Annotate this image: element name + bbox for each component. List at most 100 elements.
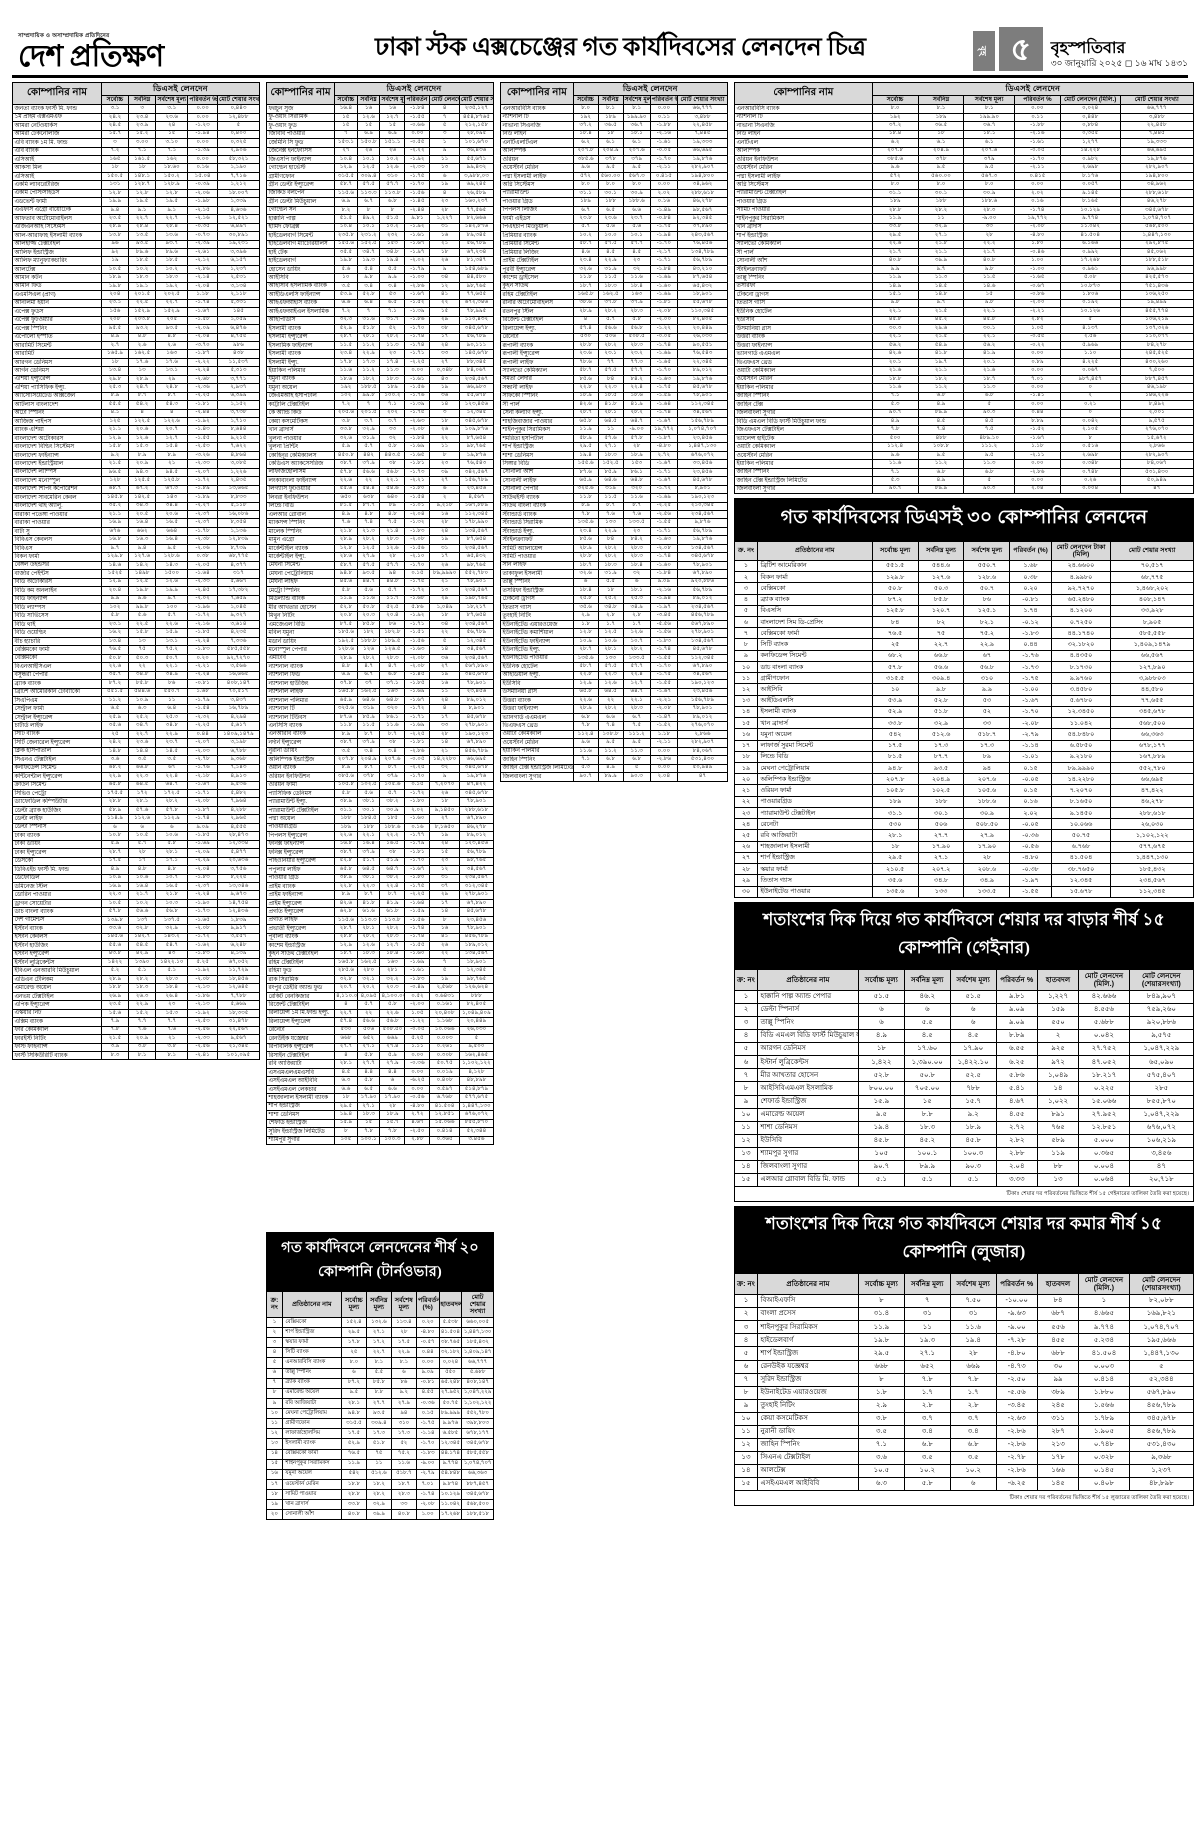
row-serial: ৭ (734, 627, 758, 640)
company-name: প্রগতি ইন্স্যুরেন্স (265, 907, 336, 917)
cell-6: ২৮৭ (1036, 1424, 1080, 1439)
company-name: খুলনা পাওয়ার (265, 433, 336, 444)
company-name: বেক্সিমকো (756, 582, 873, 595)
table-row: প্রাইম টেক্সটাইল ২৩.৪ ২২.৯ ২৩ -১.৭১ ৫৬,৭৮৯ (500, 256, 728, 266)
table-row: মেঘনা সিমেন্ট ৫৮.৭ ৫৭.৫ ৫৭.৭ -১.৭০ ২৬ ৯৮,৭৬৫ (265, 560, 495, 571)
table-row: কোহিনূর কেমিক্যালস ৪৫০.৮ ৪৪২ ৪৪৩.৫ -১.৬৫ ৮ ১৯,… (265, 450, 495, 461)
cell-4: -১.৬৯ (649, 273, 679, 283)
cell-5: ৩৬ (429, 653, 460, 664)
company-name: জিবিবি পাওয়ার (265, 129, 336, 140)
cell-2: ২১.৫ (917, 332, 965, 342)
cell-4: -২.১১ (1013, 163, 1061, 173)
cell-4: -০.০৫ (404, 1025, 431, 1036)
cell-4: ১০০.৩ (949, 1146, 997, 1161)
cell-5: ০.২৬ (1059, 476, 1121, 486)
column-header-2: সর্বোচ্চ মূল্য (857, 968, 905, 992)
cell-1: ১২.৯ (334, 163, 358, 173)
cell-6: ১৩৪,৫৬৭ (458, 526, 495, 537)
cell-4: -১.৬১ (404, 374, 431, 385)
company-name: গোল্ডেন হার্ভেস্ট (265, 163, 336, 173)
cell-4: ০.৪৪ (187, 729, 218, 740)
cell-1: ৩৫.৫ (334, 247, 358, 258)
cell-5: ১৭ (429, 712, 460, 723)
cell-2: ১২২.৫ (128, 417, 157, 427)
cell-4: ৩১০ (390, 1418, 417, 1430)
table-row: জাহিন স্পিনিং ৭.১ ৬.৮ ৬.৮ -১.৪১ ২ ১৪৬,২২৬ (734, 391, 1195, 402)
company-name: ইউসিবি (734, 315, 873, 326)
cell-4: -২.১৬ (649, 129, 679, 140)
cell-3: ৮.০ (963, 180, 1015, 190)
cell-4: ৭৮৮ (949, 1081, 997, 1096)
table-row: ১৯ খান ব্রাদার্স ৩৩.৮ ৩২.৯ ৩৩ -২.০৮ ১১.০৪২ ৫৬৮,… (266, 1499, 494, 1511)
cell-3: ১.৭ (622, 619, 651, 630)
row-serial: ৩ (734, 1016, 758, 1031)
company-name: ন্যাশনাল ব্যাংক (265, 662, 336, 672)
cell-4: ২.৮ (949, 1398, 997, 1413)
company-name: সোনালী আঁশ (734, 256, 873, 266)
cell-4: -১.৬৯ (404, 442, 431, 452)
cell-6: ১২.৩৪৫ (438, 1438, 463, 1450)
cell-3: ৯৩.৫ (155, 324, 189, 334)
company-name: তাকাফুল ইসলামী (500, 569, 574, 579)
company-name: রেকিট বেনকিজার (265, 991, 336, 1002)
cell-3: ২৮.৩ (622, 307, 651, 317)
cell-2: ৫০৬ (597, 332, 624, 342)
cell-5: ০.১৬ (1009, 795, 1052, 808)
company-name: তসরিফা ইন্ডাস্ট্রিজ (500, 586, 574, 596)
cell-4: -১.৭৭ (404, 831, 431, 841)
cell-5: ০.১৫ (1009, 762, 1052, 775)
company-name: রেনউইক যজ্ঞেশ্বর (265, 1034, 336, 1044)
cell-3: ৬৬৯ (379, 1034, 406, 1044)
col1-name-header: কোম্পানির নাম (12, 81, 102, 106)
cell-3: ৫.৫ (365, 1367, 392, 1379)
cell-5: ১৭ (429, 332, 460, 342)
cell-7: ০.০০৩ (1078, 1359, 1130, 1374)
cell-1: ১৫ (334, 112, 358, 123)
table-row: ১৩ আইডিএলসি ৫৩.৯ ৫২.৮ ৫৩ -১.৬৭ ৫.৬৭৮০ ৭৭,৬৫৫ (734, 694, 1194, 707)
cell-6: ৫৫০ (1036, 1016, 1080, 1031)
cell-4: -১.৮৯ (187, 484, 218, 495)
cell-1: ৮৫.৬ (572, 374, 599, 385)
cell-5: -০.৫৭ (415, 1337, 440, 1349)
cell-3: ২২.৪ (379, 881, 406, 892)
col3-name-header: কোম্পানির নাম (500, 81, 574, 106)
cell-2: ২৭.১ (356, 1042, 381, 1053)
cell-6: ১২,৩৪৫ (458, 408, 495, 419)
cell-1: ১৮.৯ (572, 391, 599, 402)
table-row: প্রগতি ইন্স্যুরেন্স ৬২.৮ ৬১.৬ ৬১.৮ -১.৫৯ ১৪ ৪৫… (265, 907, 495, 917)
cell-5: ০,৩২৫ (216, 138, 261, 148)
cell-2: ২১.১ (917, 247, 965, 258)
cell-4: ০.১৬ (404, 822, 431, 833)
cell-2: ১৫.৮ (128, 628, 157, 638)
company-name: কেডিএস অ্যাকসেসরিজ (265, 459, 336, 469)
cell-5: ৩,৭৩৮ (216, 408, 261, 419)
losers-banner: শতাংশের দিক দিয়ে গত কার্যদিবসে শেয়ার দ… (734, 1205, 1194, 1273)
cell-4: -১.৬৫ (1013, 273, 1061, 283)
cell-2: ৮১.৫ (871, 750, 919, 764)
cell-6: ২৮২,৯০৭ (1119, 163, 1195, 173)
table-row: এনটিএলটিএল ৬.২ ৬.১ ৬.১ -১.৬১ ১৯,৩৩৩ (500, 138, 728, 148)
cell-1: ১৪.৮ (100, 746, 130, 757)
table-row: আইসিবি ১০ ৯.৮ ৯.৯ -১.০০ ৩৪ ৪৪,৫৮০ (265, 273, 495, 283)
cell-2: ১৫.২ (128, 129, 157, 140)
row-serial: ২৬ (734, 840, 758, 853)
cell-5: -১.১৪ (415, 1428, 440, 1440)
cell-2: ১০৮.৮ (597, 729, 624, 740)
table-row: ডেল্টা ব্র্যাক হাউজিং ৫৮.৯ ৫৭.৬ ৫৭.৮ -১.৮৭ ৪,… (12, 805, 261, 816)
cell-5: ৯২,৭২৭০ (216, 653, 261, 664)
cell-5: ৮৯,৯৯৯০ (429, 569, 460, 579)
cell-5: ৪.২২৫ (1059, 357, 1121, 368)
cell-7: ১৬৭,৮৮৯ (1110, 750, 1194, 764)
cell-1: ৫৮.৯ (100, 805, 130, 816)
company-name: বেক্সিমকো ফার্মা (281, 1448, 342, 1460)
cell-6: ২৪.৬৬০০ (1050, 559, 1112, 573)
table-row: শার্প ইন্ডাস্ট্রিজ ২৯.৫ ২৭.১ ২৮ -৪.৮০ ১,৪৪৭,১… (500, 442, 728, 452)
company-name: ওয়াটা কেমিক্যাল (734, 442, 873, 452)
cell-2: ৩৪.৭ (128, 721, 157, 731)
table-row: ৮ ইউনাইটেড এয়ারওয়েজ ১.৮ ১.৭ ১.৭ -৫.৫৬ ৩৮৯ ১.৮… (734, 1385, 1195, 1400)
table-row: পপুলার লাইফ ৬৫.৮ ৬৪.৫ ৬৪.৭ -১.৬৭ ১২ ৩৪,৫৬৭ (265, 865, 495, 875)
cell-5: ১৮,৯০১ (677, 290, 728, 300)
column-header-5: পরিবর্তন % (995, 968, 1038, 992)
cell-5: ১০.১২৬ (1059, 307, 1121, 317)
cell-4: -১.৬৯ (404, 721, 431, 731)
